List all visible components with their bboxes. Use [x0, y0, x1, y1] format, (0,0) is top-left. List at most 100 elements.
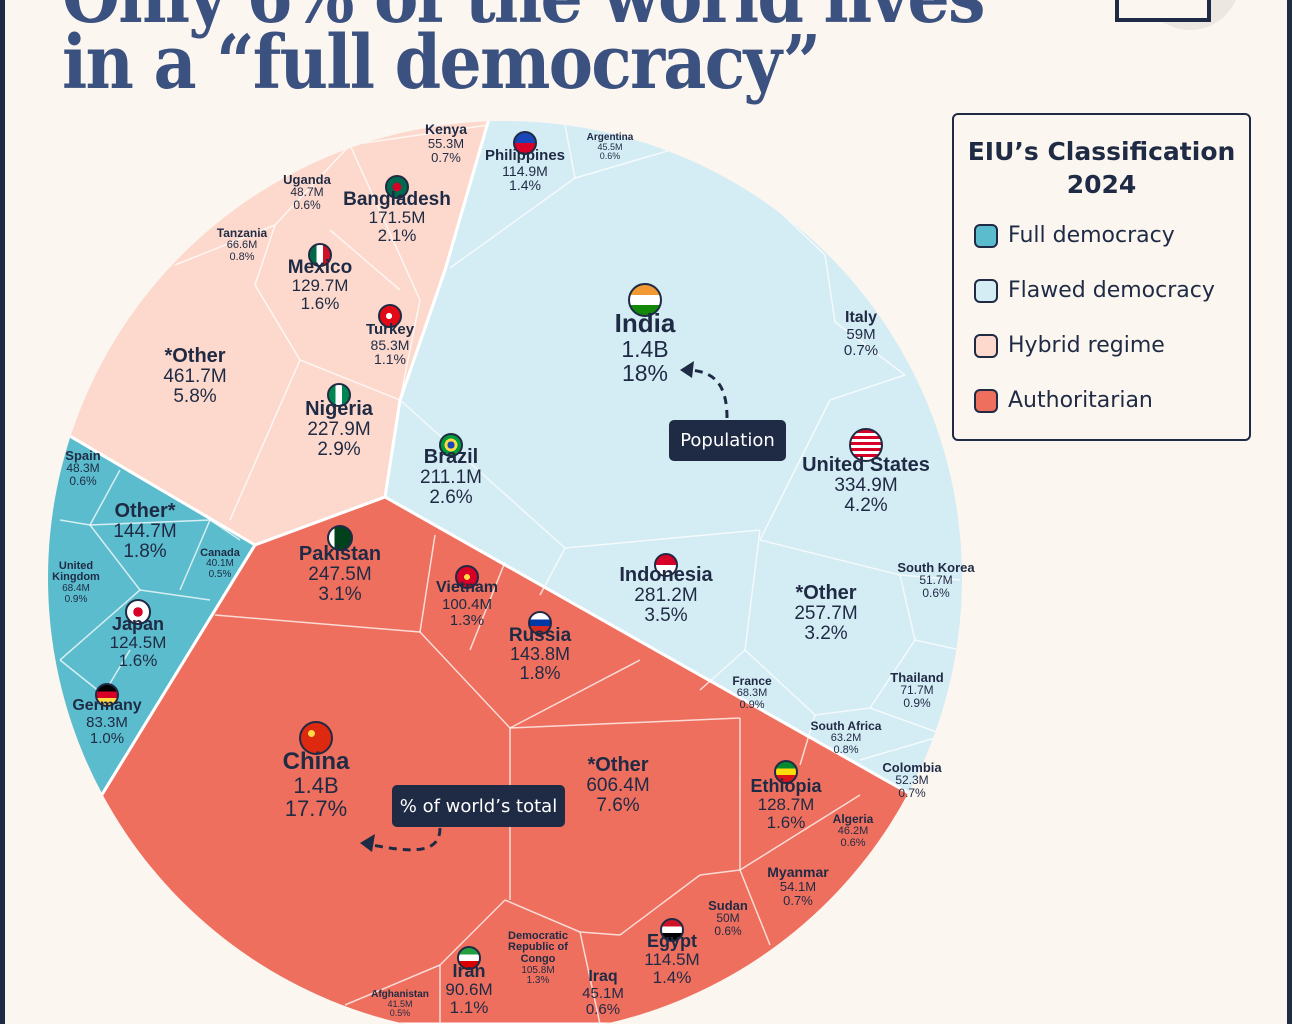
- cell-share: 3.2%: [804, 622, 848, 644]
- cell-sudan: Sudan 50M 0.6%: [708, 899, 748, 938]
- cell-population: 50M: [716, 911, 740, 926]
- right-border: [1287, 0, 1292, 1024]
- flag-bangladesh-icon: [385, 175, 409, 199]
- cell-share: 0.5%: [389, 1008, 411, 1019]
- page-title-line2: in a “full democracy”: [62, 20, 821, 106]
- cell-boundary: [744, 529, 761, 651]
- cell-philippines: Philippines 114.9M 1.4%: [484, 146, 566, 193]
- cell-name: Democratic Republic of Congo: [508, 929, 568, 966]
- cell-other: *Other 257.7M 3.2%: [794, 583, 857, 644]
- legend-title: EIU’s Classification: [967, 137, 1236, 166]
- cell-population: 1.4B: [293, 772, 339, 798]
- cell-brazil: Brazil 211.1M 2.6%: [420, 447, 482, 508]
- cell-share: 17.7%: [284, 796, 348, 822]
- legend-label: Authoritarian: [1008, 388, 1153, 413]
- legend: EIU’s Classification 2024 Full democracy …: [952, 113, 1251, 441]
- cell-boundary: [329, 229, 401, 291]
- cell-name: Spain: [65, 447, 101, 463]
- cell-name: Russia: [508, 624, 572, 646]
- flag-vietnam-icon: [455, 565, 479, 589]
- cell-name: China: [282, 747, 350, 775]
- cell-population: 128.7M: [757, 794, 815, 814]
- cell-share: 0.6%: [69, 474, 97, 489]
- cell-share: 0.7%: [843, 341, 879, 359]
- cell-name: Colombia: [882, 759, 942, 775]
- cell-share: 0.8%: [833, 743, 859, 756]
- flag-india-icon: [628, 283, 662, 317]
- cell-share: 2.6%: [429, 486, 473, 508]
- cell-boundary: [59, 519, 91, 526]
- cell-share: 0.5%: [208, 568, 232, 580]
- cell-tanzania: Tanzania 66.6M 0.8%: [217, 227, 267, 263]
- cell-uganda: Uganda 48.7M 0.6%: [283, 173, 331, 212]
- cell-name: *Other: [587, 754, 649, 776]
- cell-population: 114.9M: [502, 162, 548, 179]
- flag-russia-icon: [528, 611, 552, 635]
- cell-population: 40.1M: [206, 558, 234, 570]
- cell-iraq: Iraq 45.1M 0.6%: [582, 968, 624, 1017]
- cell-share: 0.6%: [293, 198, 321, 213]
- cell-boundary: [344, 964, 441, 1006]
- cell-italy: Italy 59M 0.7%: [843, 309, 879, 359]
- flag-philippines-icon: [513, 131, 537, 155]
- cell-boundary: [209, 519, 241, 541]
- cell-name: Turkey: [365, 320, 415, 338]
- legend-label: Flawed democracy: [1008, 278, 1215, 303]
- cell-other: Other* 144.7M 1.8%: [113, 501, 176, 562]
- cell-share: 0.6%: [714, 924, 742, 939]
- cell-myanmar: Myanmar 54.1M 0.7%: [767, 865, 828, 907]
- cell-share: 1.1%: [374, 351, 406, 368]
- cell-share: 18%: [621, 360, 669, 387]
- cell-colombia: Colombia 52.3M 0.7%: [882, 761, 941, 800]
- cell-germany: Germany 83.3M 1.0%: [72, 697, 141, 746]
- legend-swatch: [974, 278, 998, 303]
- cell-share: 0.9%: [64, 593, 88, 605]
- legend-year: 2024: [1066, 170, 1137, 199]
- cell-boundary: [214, 614, 421, 633]
- cell-boundary: [699, 869, 741, 876]
- cell-name: Tanzania: [216, 226, 268, 241]
- cell-name: Vietnam: [436, 579, 498, 597]
- cell-population: 334.9M: [834, 475, 898, 496]
- cell-boundary: [439, 899, 506, 966]
- cell-boundary: [744, 649, 816, 716]
- cell-boundary: [419, 631, 511, 729]
- cell-share: 0.9%: [739, 698, 765, 711]
- cell-share: 1.6%: [300, 294, 340, 314]
- cell-population: 144.7M: [113, 521, 177, 542]
- cell-name: *Other: [164, 345, 226, 367]
- cell-south-africa: South Africa 63.2M 0.8%: [811, 720, 882, 756]
- cell-name: United Kingdom: [52, 559, 100, 584]
- cell-boundary: [174, 224, 276, 266]
- cell-boundary: [399, 299, 421, 401]
- cell-share: 0.8%: [229, 250, 255, 263]
- cell-name: Japan: [111, 614, 165, 635]
- flag-nigeria-icon: [327, 383, 351, 407]
- cell-share: 1.1%: [449, 997, 489, 1017]
- cell-democratic-republic-of-congo: Democratic Republic of Congo 105.8M 1.3%: [502, 929, 574, 987]
- cell-share: 4.2%: [844, 494, 888, 516]
- cell-boundary: [899, 574, 961, 581]
- cell-boundary: [834, 321, 906, 376]
- cell-share: 0.7%: [431, 149, 461, 165]
- cell-population: 52.3M: [895, 773, 929, 788]
- cell-name: Bangladesh: [343, 188, 451, 210]
- cell-boundary: [869, 639, 916, 709]
- cell-name: Philippines: [484, 146, 566, 164]
- cell-boundary: [859, 734, 946, 761]
- cell-name: South Korea: [897, 559, 975, 575]
- cell-boundary: [179, 519, 211, 591]
- cell-algeria: Algeria 46.2M 0.6%: [833, 813, 874, 849]
- cell-boundary: [274, 144, 351, 226]
- flag-turkey-icon: [378, 304, 402, 328]
- cell-bangladesh: Bangladesh 171.5M 2.1%: [343, 188, 451, 246]
- cell-population: 257.7M: [794, 603, 858, 624]
- cell-france: France 68.3M 0.9%: [732, 675, 771, 711]
- legend-item-full: Full democracy: [974, 223, 1175, 248]
- arrowhead-icon: [360, 834, 375, 852]
- flag-iran-icon: [457, 946, 481, 970]
- cell-name: Thailand: [890, 669, 944, 685]
- cell-boundary: [349, 144, 421, 301]
- cell-population: 143.8M: [509, 644, 571, 665]
- cell-name: Myanmar: [767, 864, 829, 881]
